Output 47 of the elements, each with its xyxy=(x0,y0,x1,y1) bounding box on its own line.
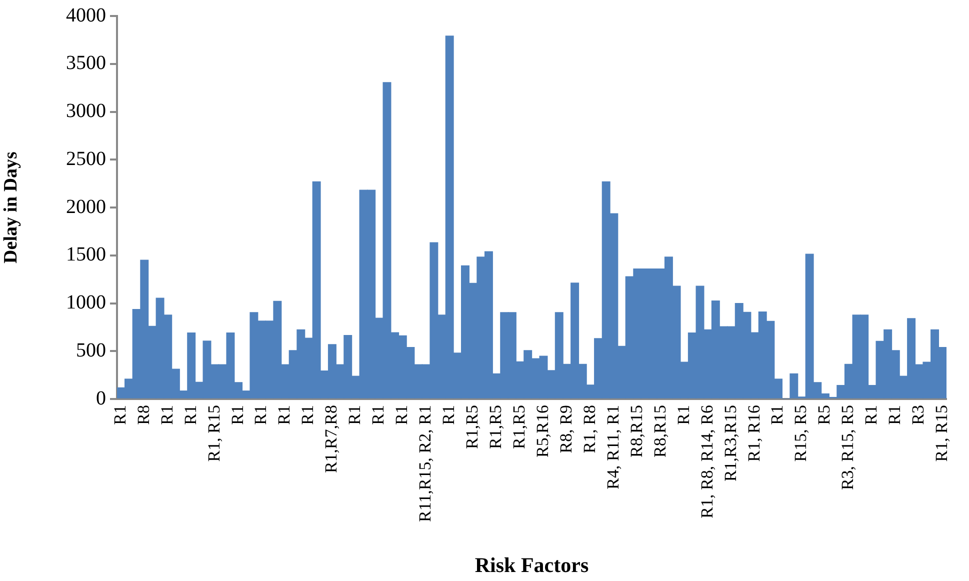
x-tick-label: R5 xyxy=(814,405,834,425)
x-tick-label: R1 xyxy=(768,405,787,425)
x-tick-label: R1,R3,R15 xyxy=(720,405,740,482)
x-tick-label: R1, R8, R14, R6 xyxy=(697,405,716,518)
x-tick-label: R1 xyxy=(885,405,904,425)
x-tick-label: R1, R15 xyxy=(932,405,952,462)
x-tick-label: R11,R15, R2, R1 xyxy=(416,405,435,522)
x-tick-label: R3 xyxy=(908,405,928,425)
x-tick-label: R1,R5 xyxy=(509,405,528,449)
y-axis-title: Delay in Days xyxy=(0,152,22,264)
x-tick-label: R1 xyxy=(110,405,130,425)
x-tick-label: R1 xyxy=(298,405,318,425)
y-tick-label: 1500 xyxy=(66,244,106,266)
y-tick-label: 2000 xyxy=(66,196,106,218)
x-tick-label: R4, R11, R1 xyxy=(603,405,622,490)
y-tick-label: 1000 xyxy=(66,292,106,314)
x-tick-label: R1 xyxy=(228,405,247,425)
x-tick-label: R1, R15 xyxy=(204,405,224,462)
x-tick-label: R1 xyxy=(157,405,176,425)
x-tick-label: R1, R16 xyxy=(744,405,764,462)
x-tick-label: R1 xyxy=(674,405,693,425)
x-tick-label: R1 xyxy=(251,405,270,425)
x-tick-label: R15, R5 xyxy=(791,405,810,462)
x-tick-label: R1,R5 xyxy=(486,405,506,449)
y-tick-label: 4000 xyxy=(66,4,106,26)
x-tick-label: R8,R15 xyxy=(650,405,670,458)
x-tick-label: R1 xyxy=(439,405,458,425)
x-tick-label: R1,R5 xyxy=(462,405,482,449)
x-tick-label: R1,R7,R8 xyxy=(322,405,341,474)
x-tick-label: R1 xyxy=(274,405,294,425)
x-tick-label: R5,R16 xyxy=(532,405,552,458)
x-tick-label: R1 xyxy=(345,405,364,425)
y-tick-label: 3000 xyxy=(66,100,106,122)
x-tick-label: R1 xyxy=(180,405,200,425)
x-tick-label: R1 xyxy=(862,405,881,425)
y-tick-label: 2500 xyxy=(66,148,106,170)
y-tick-label: 0 xyxy=(96,387,106,410)
x-tick-label: R1 xyxy=(368,405,388,425)
x-tick-label: R3, R15, R5 xyxy=(838,405,858,490)
x-tick-label: R1 xyxy=(392,405,412,425)
x-axis-title: Risk Factors xyxy=(474,552,589,577)
y-tick-label: 3500 xyxy=(66,52,106,74)
y-tick-label: 500 xyxy=(76,339,106,362)
x-tick-label: R8,R15 xyxy=(626,405,646,458)
x-tick-label: R1, R8 xyxy=(580,405,599,454)
x-tick-label: R8, R9 xyxy=(556,405,576,454)
x-tick-label: R8 xyxy=(134,405,153,425)
